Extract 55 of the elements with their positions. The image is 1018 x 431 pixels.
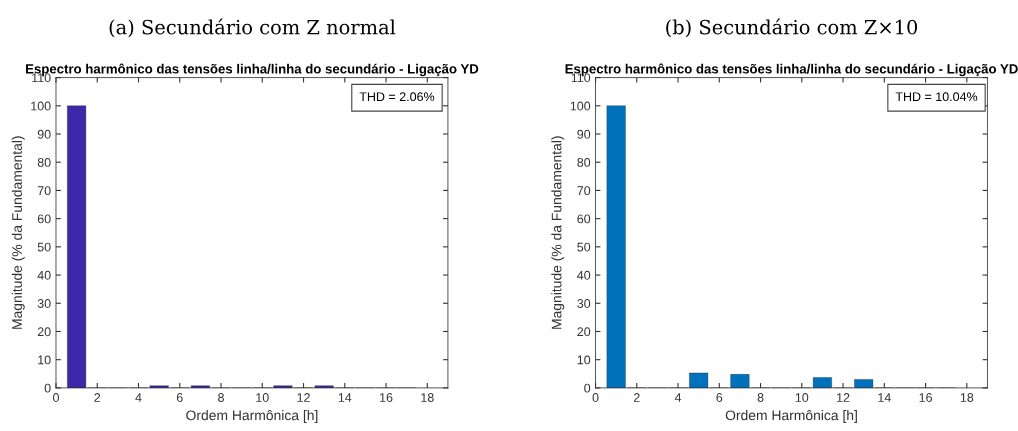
y-tick-label: 90: [577, 129, 591, 139]
x-tick-label: 12: [297, 393, 310, 402]
chart-title: (a) Secundário com Z normal: [109, 18, 396, 38]
x-tick-label: 16: [919, 393, 932, 402]
x-tick-label: 6: [716, 393, 723, 402]
y-tick-label: 100: [31, 101, 51, 111]
y-tick-label: 70: [37, 186, 51, 196]
x-tick-label: 0: [53, 393, 59, 402]
x-tick-label: 6: [176, 393, 183, 402]
y-tick-label: 90: [37, 129, 51, 139]
y-tick-label: 30: [37, 299, 51, 308]
y-tick-label: 30: [577, 299, 591, 308]
y-tick-label: 0: [584, 383, 591, 393]
x-tick-label: 8: [757, 393, 764, 402]
y-tick-label: 60: [577, 214, 591, 224]
x-tick-label: 4: [135, 393, 142, 402]
x-tick-label: 8: [218, 393, 224, 402]
y-tick-label: 80: [37, 158, 51, 167]
bar: [730, 374, 750, 388]
y-tick-label: 100: [570, 101, 591, 111]
x-tick-label: 14: [338, 393, 352, 402]
y-tick-label: 80: [577, 158, 591, 167]
x-tick-label: 4: [674, 393, 682, 402]
x-tick-label: 2: [633, 393, 640, 402]
annotation: THD = 2.06%: [359, 92, 435, 102]
y-tick-label: 40: [37, 270, 51, 280]
x-tick-label: 0: [592, 393, 599, 402]
y-tick-label: 70: [577, 186, 591, 196]
x-tick-label: 10: [256, 393, 269, 402]
x-tick-label: 2: [94, 393, 101, 402]
y-tick-label: 50: [37, 242, 51, 252]
annotation: THD = 10.04%: [895, 92, 978, 102]
bar: [606, 105, 626, 388]
x-tick-label: 16: [380, 393, 393, 402]
y-axis-title: Magnitude (% da Fundamental): [551, 136, 565, 329]
chart-title: (b) Secundário com Z×10: [666, 18, 918, 38]
y-tick-label: 40: [577, 270, 591, 280]
x-axis-title: Ordem Harmônica [h]: [725, 409, 857, 423]
y-tick-label: 20: [577, 327, 591, 337]
bar: [812, 377, 832, 388]
y-tick-label: 20: [37, 327, 51, 337]
x-tick-label: 14: [878, 393, 891, 402]
y-tick-label: 10: [38, 355, 51, 365]
y-tick-label: 0: [44, 383, 51, 393]
x-tick-label: 12: [837, 393, 850, 402]
x-axis-title: Ordem Harmônica [h]: [186, 409, 318, 423]
bar: [854, 379, 874, 388]
y-tick-label: 50: [577, 242, 591, 252]
x-tick-label: 10: [795, 393, 809, 402]
y-tick-label: 60: [37, 214, 51, 224]
y-tick-label: 10: [577, 355, 591, 365]
bar: [689, 372, 709, 388]
x-tick-label: 18: [960, 393, 974, 402]
x-tick-label: 18: [421, 393, 434, 402]
y-axis-title: Magnitude (% da Fundamental): [11, 136, 25, 329]
